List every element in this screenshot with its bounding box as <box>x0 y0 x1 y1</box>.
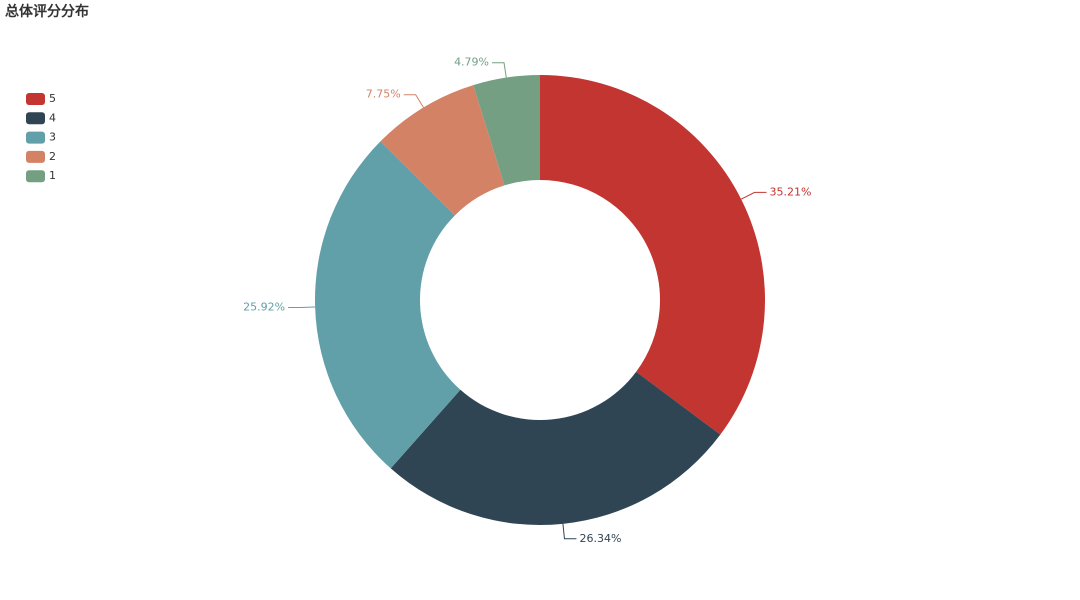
slice <box>540 75 765 435</box>
data-label: 4.79% <box>454 56 489 69</box>
legend-swatch <box>26 150 45 163</box>
label-line <box>562 523 577 540</box>
legend-swatch <box>26 170 45 183</box>
legend-label: 5 <box>49 92 56 105</box>
legend-label: 2 <box>49 150 56 163</box>
legend-swatch <box>26 93 45 105</box>
chart-title: 总体评分分布 <box>5 3 89 20</box>
legend-swatch <box>26 112 45 125</box>
data-label: 35.21% <box>770 185 812 198</box>
label-line <box>492 62 507 78</box>
slice <box>473 75 540 186</box>
legend-label: 3 <box>49 131 56 144</box>
legend-label: 1 <box>49 169 56 182</box>
legend-label: 4 <box>49 111 56 124</box>
label-line <box>740 191 767 200</box>
data-label: 25.92% <box>243 301 285 314</box>
data-label: 26.34% <box>579 532 621 545</box>
slice <box>315 141 461 469</box>
label-line <box>403 94 424 108</box>
legend-swatch <box>26 131 45 144</box>
slice <box>380 85 505 216</box>
slice <box>390 371 721 526</box>
data-label: 7.75% <box>366 88 401 101</box>
